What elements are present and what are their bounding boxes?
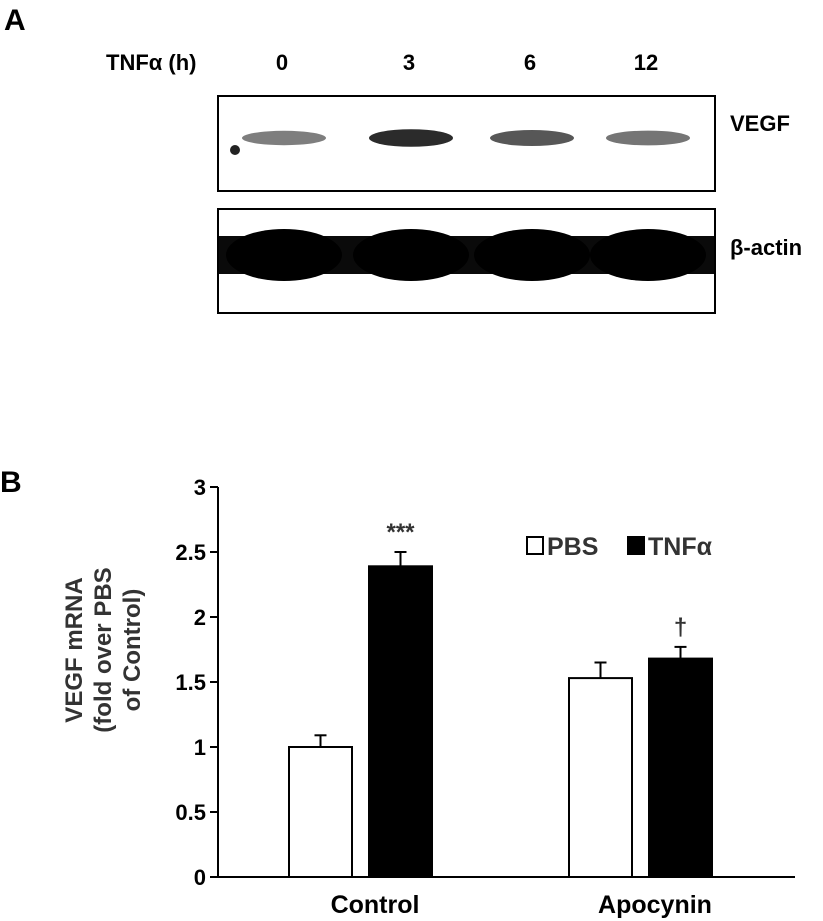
legend-label: TNFα [648, 533, 713, 561]
bar-pbs [568, 677, 633, 878]
vegf-band [606, 130, 690, 146]
timepoint-labels: 0 3 6 12 [276, 50, 658, 75]
legend-label: PBS [547, 533, 598, 561]
timepoint-label: 6 [524, 50, 536, 75]
vegf-band [369, 129, 453, 147]
y-tick-label: 0.5 [175, 800, 206, 825]
bar-tnf [648, 657, 713, 878]
actin-band [226, 229, 342, 281]
y-tick-label: 2 [194, 605, 206, 630]
blot-speck [230, 145, 240, 155]
y-axis-title-line: (fold over PBS [90, 567, 117, 732]
x-axis: Control Apocynin [218, 876, 795, 919]
vegf-band [490, 130, 574, 146]
y-axis-title: VEGF mRNA (fold over PBS of Control) [61, 567, 146, 732]
y-axis: 0 0.5 1 1.5 2 2.5 3 [175, 475, 219, 890]
y-tick-label: 2.5 [175, 540, 206, 565]
y-axis-title-line: of Control) [119, 589, 146, 712]
x-tick-label: Apocynin [598, 891, 712, 919]
vegf-blot [217, 95, 716, 192]
bar-pbs [288, 746, 353, 878]
panel-b-label: B [0, 466, 22, 499]
actin-band [353, 229, 469, 281]
panel-b: B VEGF mRNA (fold over PBS of Control) 0 0.… [0, 466, 795, 919]
legend-swatch [526, 536, 544, 555]
vegf-blot-label: VEGF [730, 111, 790, 136]
y-axis-title-line: VEGF mRNA [61, 577, 88, 722]
actin-band [474, 229, 590, 281]
vegf-band [242, 130, 326, 146]
significance-annotation: † [674, 614, 687, 641]
y-tick-label: 1.5 [175, 670, 206, 695]
y-tick-label: 3 [194, 475, 206, 500]
panel-a: A TNFα (h) 0 3 6 12 VEGF β-actin [4, 4, 802, 314]
x-tick-label: Control [331, 891, 420, 919]
timepoint-label: 0 [276, 50, 288, 75]
timepoint-label: 12 [634, 50, 658, 75]
y-tick-label: 1 [194, 735, 206, 760]
legend-swatch [627, 536, 645, 555]
legend: PBS TNFα [526, 533, 713, 561]
bars: *** † [288, 519, 713, 878]
timepoint-row-label: TNFα (h) [106, 50, 197, 75]
actin-blot-label: β-actin [730, 235, 802, 260]
bar-tnf [368, 565, 433, 878]
actin-blot [217, 208, 716, 314]
vegf-bands [242, 129, 690, 147]
actin-band [590, 229, 706, 281]
panel-a-label: A [4, 4, 26, 37]
significance-annotation: *** [386, 519, 415, 546]
timepoint-label: 3 [403, 50, 415, 75]
actin-bands [219, 229, 714, 281]
y-tick-label: 0 [194, 865, 206, 890]
